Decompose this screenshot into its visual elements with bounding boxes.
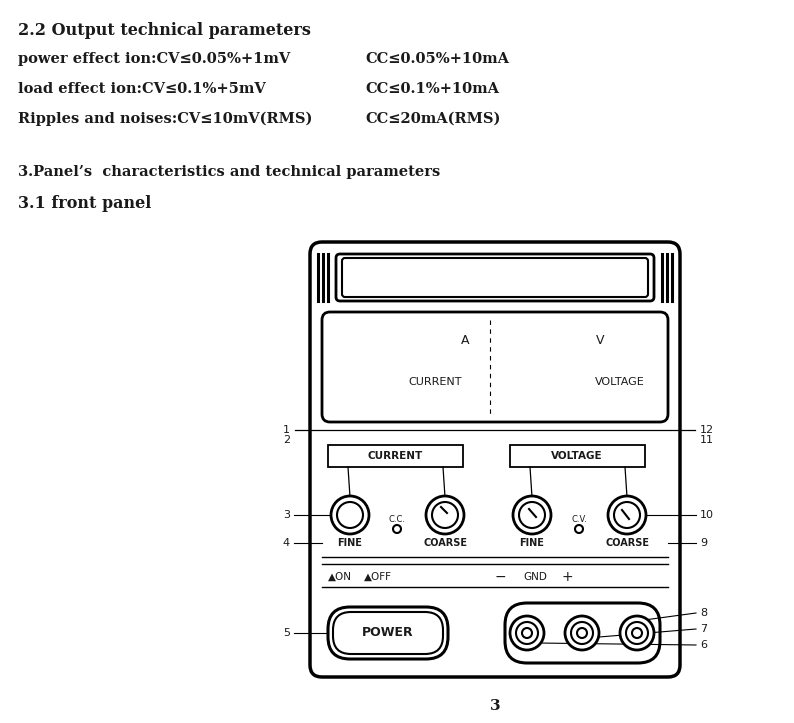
Text: VOLTAGE: VOLTAGE xyxy=(596,377,645,387)
Text: 2.2 Output technical parameters: 2.2 Output technical parameters xyxy=(18,22,311,39)
Circle shape xyxy=(331,496,369,534)
Text: VOLTAGE: VOLTAGE xyxy=(551,451,603,461)
Circle shape xyxy=(571,622,593,644)
Text: 3: 3 xyxy=(490,699,500,713)
Text: Ripples and noises:CV≤10mV(RMS): Ripples and noises:CV≤10mV(RMS) xyxy=(18,112,312,127)
Circle shape xyxy=(519,502,545,528)
Text: 5: 5 xyxy=(283,628,290,638)
Circle shape xyxy=(620,616,654,650)
Bar xyxy=(328,445,463,467)
FancyBboxPatch shape xyxy=(333,612,443,654)
Circle shape xyxy=(513,496,551,534)
FancyBboxPatch shape xyxy=(505,603,660,663)
Text: 12: 12 xyxy=(700,425,714,435)
Circle shape xyxy=(432,502,458,528)
Text: CC≤20mA(RMS): CC≤20mA(RMS) xyxy=(365,112,500,126)
Text: 3.Panel’s  characteristics and technical parameters: 3.Panel’s characteristics and technical … xyxy=(18,165,440,179)
Text: 7: 7 xyxy=(700,624,707,634)
Circle shape xyxy=(575,525,583,533)
Text: POWER: POWER xyxy=(362,627,414,640)
Text: 4: 4 xyxy=(283,538,290,548)
Circle shape xyxy=(510,616,544,650)
Text: COARSE: COARSE xyxy=(423,538,467,548)
FancyBboxPatch shape xyxy=(342,258,648,297)
FancyBboxPatch shape xyxy=(310,242,680,677)
Text: CC≤0.1%+10mA: CC≤0.1%+10mA xyxy=(365,82,499,96)
Text: 11: 11 xyxy=(700,435,714,445)
Circle shape xyxy=(393,525,401,533)
Text: FINE: FINE xyxy=(337,538,362,548)
Text: ▲ON: ▲ON xyxy=(328,572,352,582)
Circle shape xyxy=(614,502,640,528)
FancyBboxPatch shape xyxy=(328,607,448,659)
Text: load effect ion:CV≤0.1%+5mV: load effect ion:CV≤0.1%+5mV xyxy=(18,82,266,96)
Text: CURRENT: CURRENT xyxy=(368,451,422,461)
Text: +: + xyxy=(561,570,572,584)
FancyBboxPatch shape xyxy=(336,254,654,301)
Text: 9: 9 xyxy=(700,538,707,548)
Text: ▲OFF: ▲OFF xyxy=(364,572,392,582)
Text: A: A xyxy=(461,333,469,346)
FancyBboxPatch shape xyxy=(322,312,668,422)
Circle shape xyxy=(522,628,532,638)
Text: FINE: FINE xyxy=(519,538,545,548)
Text: CC≤0.05%+10mA: CC≤0.05%+10mA xyxy=(365,52,509,66)
Text: CURRENT: CURRENT xyxy=(408,377,462,387)
Text: 3: 3 xyxy=(283,510,290,520)
Circle shape xyxy=(565,616,599,650)
Text: COARSE: COARSE xyxy=(605,538,649,548)
Text: 2: 2 xyxy=(283,435,290,445)
Circle shape xyxy=(608,496,646,534)
Circle shape xyxy=(626,622,648,644)
Text: 6: 6 xyxy=(700,640,707,650)
Text: V: V xyxy=(596,333,604,346)
Bar xyxy=(510,445,645,467)
Text: 3.1 front panel: 3.1 front panel xyxy=(18,195,151,212)
Circle shape xyxy=(577,628,587,638)
Circle shape xyxy=(426,496,464,534)
Text: C.V.: C.V. xyxy=(571,515,587,523)
Text: 8: 8 xyxy=(700,608,707,618)
Text: −: − xyxy=(494,570,506,584)
Text: C.C.: C.C. xyxy=(388,515,406,523)
Text: GND: GND xyxy=(523,572,547,582)
Circle shape xyxy=(516,622,538,644)
Text: power effect ion:CV≤0.05%+1mV: power effect ion:CV≤0.05%+1mV xyxy=(18,52,291,66)
Circle shape xyxy=(632,628,642,638)
Text: 1: 1 xyxy=(283,425,290,435)
Circle shape xyxy=(337,502,363,528)
Text: 10: 10 xyxy=(700,510,714,520)
